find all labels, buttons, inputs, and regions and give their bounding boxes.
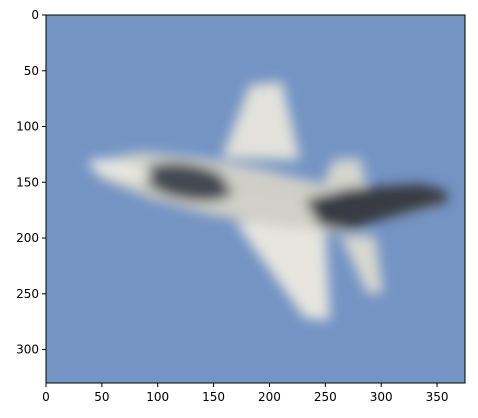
y-tick-label: 150 (16, 175, 39, 189)
x-tick-label: 150 (202, 390, 225, 404)
x-tick-label: 300 (370, 390, 393, 404)
jet-upper-wing (222, 82, 300, 160)
y-tick-label: 200 (16, 231, 39, 245)
x-tick-label: 350 (426, 390, 449, 404)
y-tick-label: 250 (16, 287, 39, 301)
jet-rear-dark (305, 184, 448, 230)
y-tick-label: 100 (16, 120, 39, 134)
y-axis: 0 50 100 150 200 250 300 (16, 8, 46, 357)
y-tick-label: 0 (31, 8, 39, 22)
x-axis: 0 50 100 150 200 250 300 350 (42, 383, 449, 404)
jet-forward-dark (142, 162, 234, 202)
x-tick-label: 0 (42, 390, 50, 404)
jet-center-light (223, 168, 307, 204)
jet-lower-wing (235, 222, 330, 320)
jet-canopy (88, 158, 152, 182)
image-area (46, 15, 465, 383)
x-tick-label: 50 (94, 390, 109, 404)
jet-lower-fin (340, 235, 383, 294)
x-tick-label: 100 (146, 390, 169, 404)
plot-frame (45, 14, 466, 384)
x-tick-label: 200 (258, 390, 281, 404)
y-tick-label: 50 (24, 64, 39, 78)
x-tick-label: 250 (314, 390, 337, 404)
y-tick-label: 300 (16, 343, 39, 357)
jet-upper-fin (322, 158, 368, 192)
jet-image (88, 82, 448, 320)
